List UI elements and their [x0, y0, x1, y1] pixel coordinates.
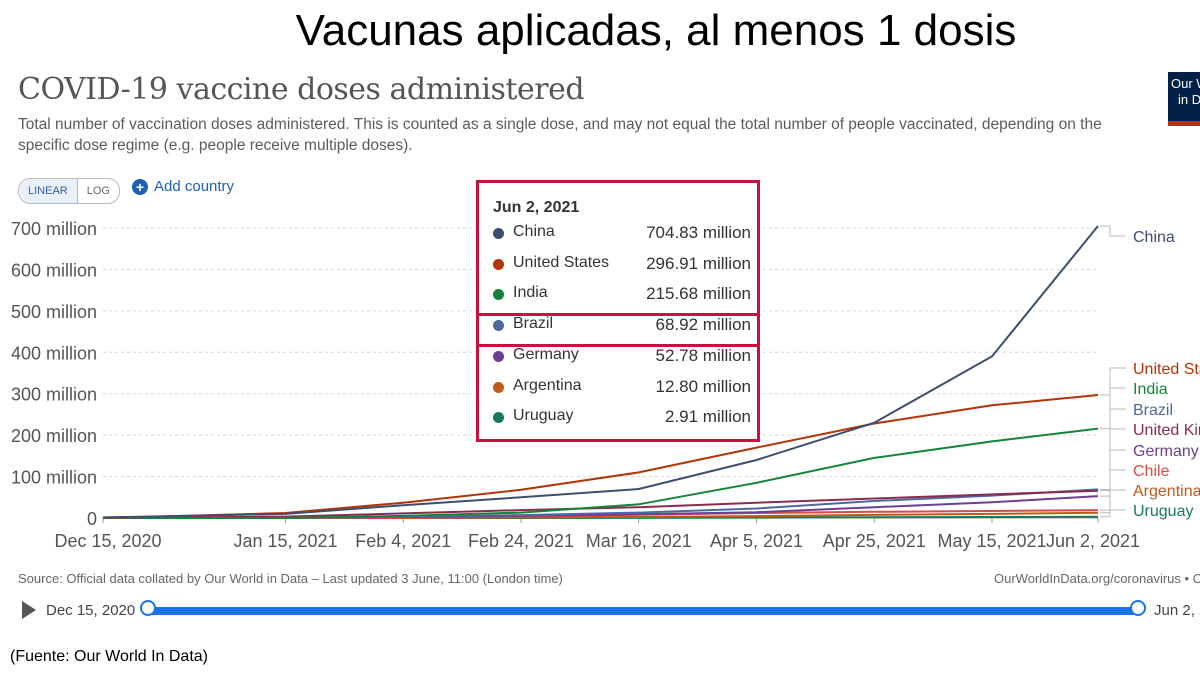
tooltip-series-dot — [493, 289, 504, 300]
legend-label-chile: Chile — [1133, 463, 1170, 480]
tooltip-row: United States 296.91 million — [493, 252, 751, 276]
legend-connector — [1100, 428, 1126, 492]
y-tick-label: 600 million — [11, 260, 97, 280]
y-tick-label: 0 — [87, 509, 97, 529]
legend-label-united-states: United Stat — [1133, 361, 1200, 378]
x-tick-label: Feb 4, 2021 — [355, 531, 451, 551]
tooltip: Jun 2, 2021 China 704.83 million United St… — [476, 180, 760, 442]
timeline: Dec 15, 2020 Jun 2, 2 — [18, 596, 1200, 626]
legend-connector — [1100, 367, 1126, 396]
y-tick-label: 400 million — [11, 343, 97, 363]
owid-logo[interactable]: Our W in D — [1168, 72, 1200, 126]
legend-connector — [1100, 509, 1126, 518]
tooltip-series-dot — [493, 351, 504, 362]
tooltip-series-name: India — [513, 284, 548, 301]
tooltip-series-dot — [493, 412, 504, 423]
series-line-united-kingdom — [102, 489, 1099, 519]
x-tick-label: Feb 24, 2021 — [468, 531, 574, 551]
tooltip-series-dot — [493, 382, 504, 393]
tooltip-series-name: United States — [513, 254, 610, 271]
logo-text-1: Our W — [1171, 76, 1200, 91]
slide-title: Vacunas aplicadas, al menos 1 dosis — [295, 6, 1017, 55]
x-tick-label: Apr 25, 2021 — [823, 531, 926, 551]
add-country-label: Add country — [154, 178, 235, 195]
legend-label-india: India — [1133, 381, 1168, 398]
tooltip-series-dot — [493, 259, 504, 270]
tooltip-series-value: 296.91 million — [646, 254, 751, 273]
linear-scale-button[interactable]: LINEAR — [19, 179, 78, 203]
x-tick-label: May 15, 2021 — [937, 531, 1046, 551]
legend-connector — [1100, 489, 1126, 514]
y-tick-label: 300 million — [11, 385, 97, 405]
legend-label-united-kingdom: United King — [1133, 422, 1200, 439]
tooltip-series-name: Brazil — [513, 315, 554, 332]
legend-label-germany: Germany — [1133, 443, 1199, 460]
tooltip-row: China 704.83 million — [493, 221, 751, 245]
chart-panel: COVID-19 vaccine doses administered Tota… — [0, 64, 1200, 632]
legend-connector — [1100, 387, 1126, 430]
series-line-united-states — [102, 394, 1099, 519]
legend-label-argentina: Argentina — [1133, 483, 1200, 500]
series-line-india — [103, 427, 1099, 519]
tooltip-highlight-box — [479, 313, 757, 347]
chart-subtitle: Total number of vaccination doses admini… — [18, 116, 1102, 154]
y-tick-label: 100 million — [11, 468, 97, 488]
y-tick-label: 500 million — [11, 302, 97, 322]
tooltip-row: Argentina 12.80 million — [493, 375, 751, 399]
tooltip-date: Jun 2, 2021 — [493, 199, 580, 216]
timeline-end-handle[interactable] — [1130, 600, 1146, 616]
tooltip-series-value: 2.91 million — [665, 407, 751, 426]
legend-connector — [1100, 225, 1126, 237]
legend-label-china: China — [1133, 229, 1175, 246]
x-tick-label: Apr 5, 2021 — [710, 531, 803, 551]
x-tick-label: Jun 2, 2021 — [1046, 531, 1140, 551]
line-chart: 0 100 million 200 million 300 million 400 mi… — [11, 219, 1200, 551]
tooltip-series-value: 704.83 million — [646, 223, 751, 242]
source-note: Source: Official data collated by Our Wo… — [18, 571, 563, 586]
tooltip-series-value: 52.78 million — [655, 346, 751, 365]
x-tick-label: Jan 15, 2021 — [233, 531, 337, 551]
y-tick-label: 700 million — [11, 219, 97, 239]
tooltip-series-value: 12.80 million — [655, 377, 751, 396]
tooltip-row: Brazil 68.92 million — [493, 313, 751, 337]
plus-icon: + — [132, 178, 148, 195]
tooltip-series-dot — [493, 320, 504, 331]
logo-text-2: in D — [1178, 92, 1200, 107]
log-scale-button[interactable]: LOG — [86, 185, 110, 197]
tooltip-row: Uruguay 2.91 million — [493, 405, 751, 429]
y-tick-label: 200 million — [11, 426, 97, 446]
tooltip-series-value: 68.92 million — [655, 315, 751, 334]
timeline-start-handle[interactable] — [140, 600, 156, 616]
x-tick-label: Dec 15, 2020 — [54, 531, 161, 551]
x-tick-label: Mar 16, 2021 — [586, 531, 692, 551]
timeline-track[interactable] — [148, 607, 1138, 615]
tooltip-series-name: Uruguay — [513, 407, 574, 424]
play-icon[interactable] — [22, 601, 36, 619]
tooltip-series-value: 215.68 million — [646, 284, 751, 303]
timeline-end-label: Jun 2, 2 — [1154, 602, 1200, 619]
series-line-china — [102, 225, 1099, 519]
footnote: (Fuente: Our World In Data) — [10, 648, 208, 665]
tooltip-series-name: China — [513, 223, 555, 240]
tooltip-series-dot — [493, 228, 504, 239]
owid-url-link[interactable]: OurWorldInData.org/coronavirus • C — [994, 571, 1200, 586]
scale-toggle: LINEAR LOG — [18, 178, 120, 204]
tooltip-series-name: Germany — [513, 346, 579, 363]
legend-label-uruguay: Uruguay — [1133, 503, 1193, 520]
chart-title: COVID-19 vaccine doses administered — [18, 72, 585, 107]
tooltip-row: Germany 52.78 million — [493, 344, 751, 368]
timeline-start-label: Dec 15, 2020 — [46, 602, 136, 619]
legend-label-brazil: Brazil — [1133, 402, 1173, 419]
add-country-button[interactable]: + Add country — [132, 178, 234, 195]
legend-connector — [1100, 408, 1126, 490]
tooltip-series-name: Argentina — [513, 377, 582, 394]
tooltip-row: India 215.68 million — [493, 282, 751, 306]
